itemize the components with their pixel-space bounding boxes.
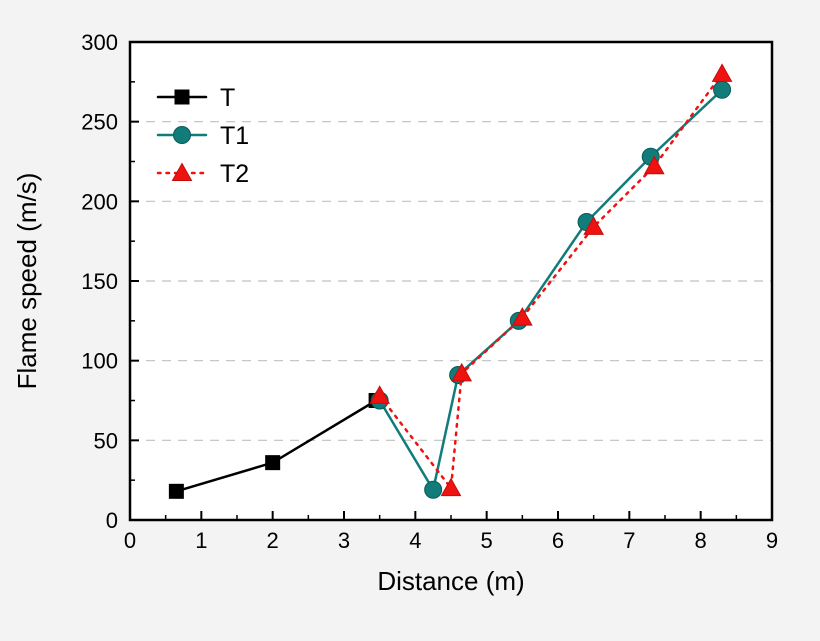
legend: T T1 T2 <box>156 84 249 188</box>
y-tick-label: 100 <box>81 349 118 374</box>
chart-canvas: 0 1 2 3 4 5 6 7 8 9 0 50 100 150 200 250 300 T T1 T2 <box>81 30 778 553</box>
x-tick-label: 3 <box>338 528 350 553</box>
x-tick-label: 1 <box>195 528 207 553</box>
triangle-marker <box>511 307 533 326</box>
x-tick-label: 7 <box>623 528 635 553</box>
x-tick-label: 6 <box>552 528 564 553</box>
x-tick-label: 0 <box>124 528 136 553</box>
x-tick-label: 8 <box>695 528 707 553</box>
triangle-marker <box>440 477 462 497</box>
x-tick-label: 5 <box>481 528 493 553</box>
circle-marker <box>173 126 191 144</box>
y-tick-label: 150 <box>81 269 118 294</box>
x-tick-label: 9 <box>766 528 778 553</box>
square-marker <box>174 89 190 105</box>
legend-label: T <box>220 84 235 112</box>
y-tick-label: 250 <box>81 110 118 135</box>
legend-item-T1: T1 <box>156 122 249 150</box>
legend-item-T: T <box>156 84 235 112</box>
triangle-marker <box>451 362 473 382</box>
legend-label: T2 <box>220 160 249 188</box>
triangle-marker <box>171 162 193 181</box>
y-tick-label: 0 <box>106 508 118 533</box>
circle-marker <box>424 480 443 499</box>
x-tick-label: 2 <box>267 528 279 553</box>
x-tick-label: 4 <box>409 528 421 553</box>
y-tick-label: 50 <box>94 428 118 453</box>
square-marker <box>265 455 281 471</box>
legend-label: T1 <box>220 122 249 150</box>
triangle-marker <box>711 63 733 82</box>
triangle-marker <box>643 155 665 175</box>
y-tick-label: 300 <box>81 30 118 55</box>
y-axis-label: Flame speed (m/s) <box>12 173 42 390</box>
x-axis-label: Distance (m) <box>377 566 524 596</box>
triangle-marker <box>583 216 605 235</box>
legend-item-T2: T2 <box>156 160 249 188</box>
series-T2 <box>369 63 733 497</box>
square-marker <box>168 483 184 499</box>
circle-marker <box>713 80 732 99</box>
triangle-marker <box>369 385 391 404</box>
y-tick-label: 200 <box>81 189 118 214</box>
